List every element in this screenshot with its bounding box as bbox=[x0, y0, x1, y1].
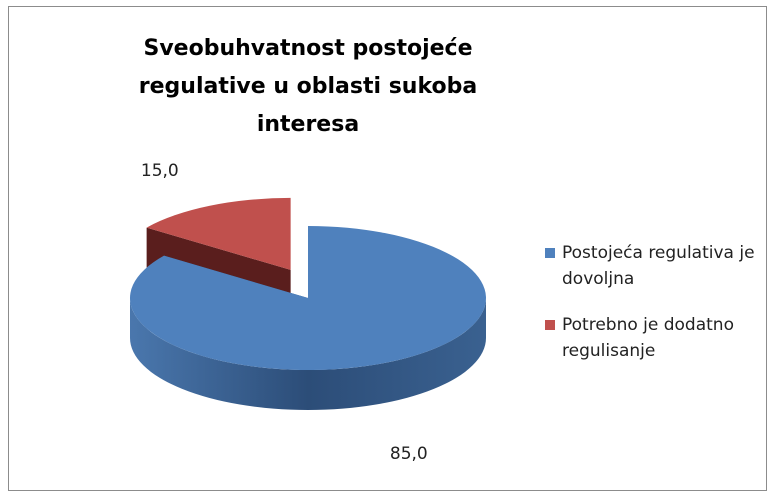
slice bbox=[146, 197, 291, 270]
legend-item: Postojeća regulativa je dovoljna bbox=[545, 240, 762, 292]
legend-item: Potrebno je dodatno regulisanje bbox=[545, 312, 762, 364]
legend-swatch bbox=[545, 248, 555, 258]
legend-label: Potrebno je dodatno regulisanje bbox=[562, 315, 734, 361]
slice-rim bbox=[130, 298, 486, 410]
chart-title: Sveobuhvatnost postojeće regulative u ob… bbox=[138, 36, 478, 137]
legend-label: Postojeća regulativa je dovoljna bbox=[562, 243, 755, 289]
slice bbox=[130, 226, 486, 370]
data-label: 85,0 bbox=[390, 444, 428, 464]
chart-frame bbox=[8, 6, 767, 491]
legend-swatch bbox=[545, 320, 555, 330]
data-label: 15,0 bbox=[141, 161, 179, 181]
